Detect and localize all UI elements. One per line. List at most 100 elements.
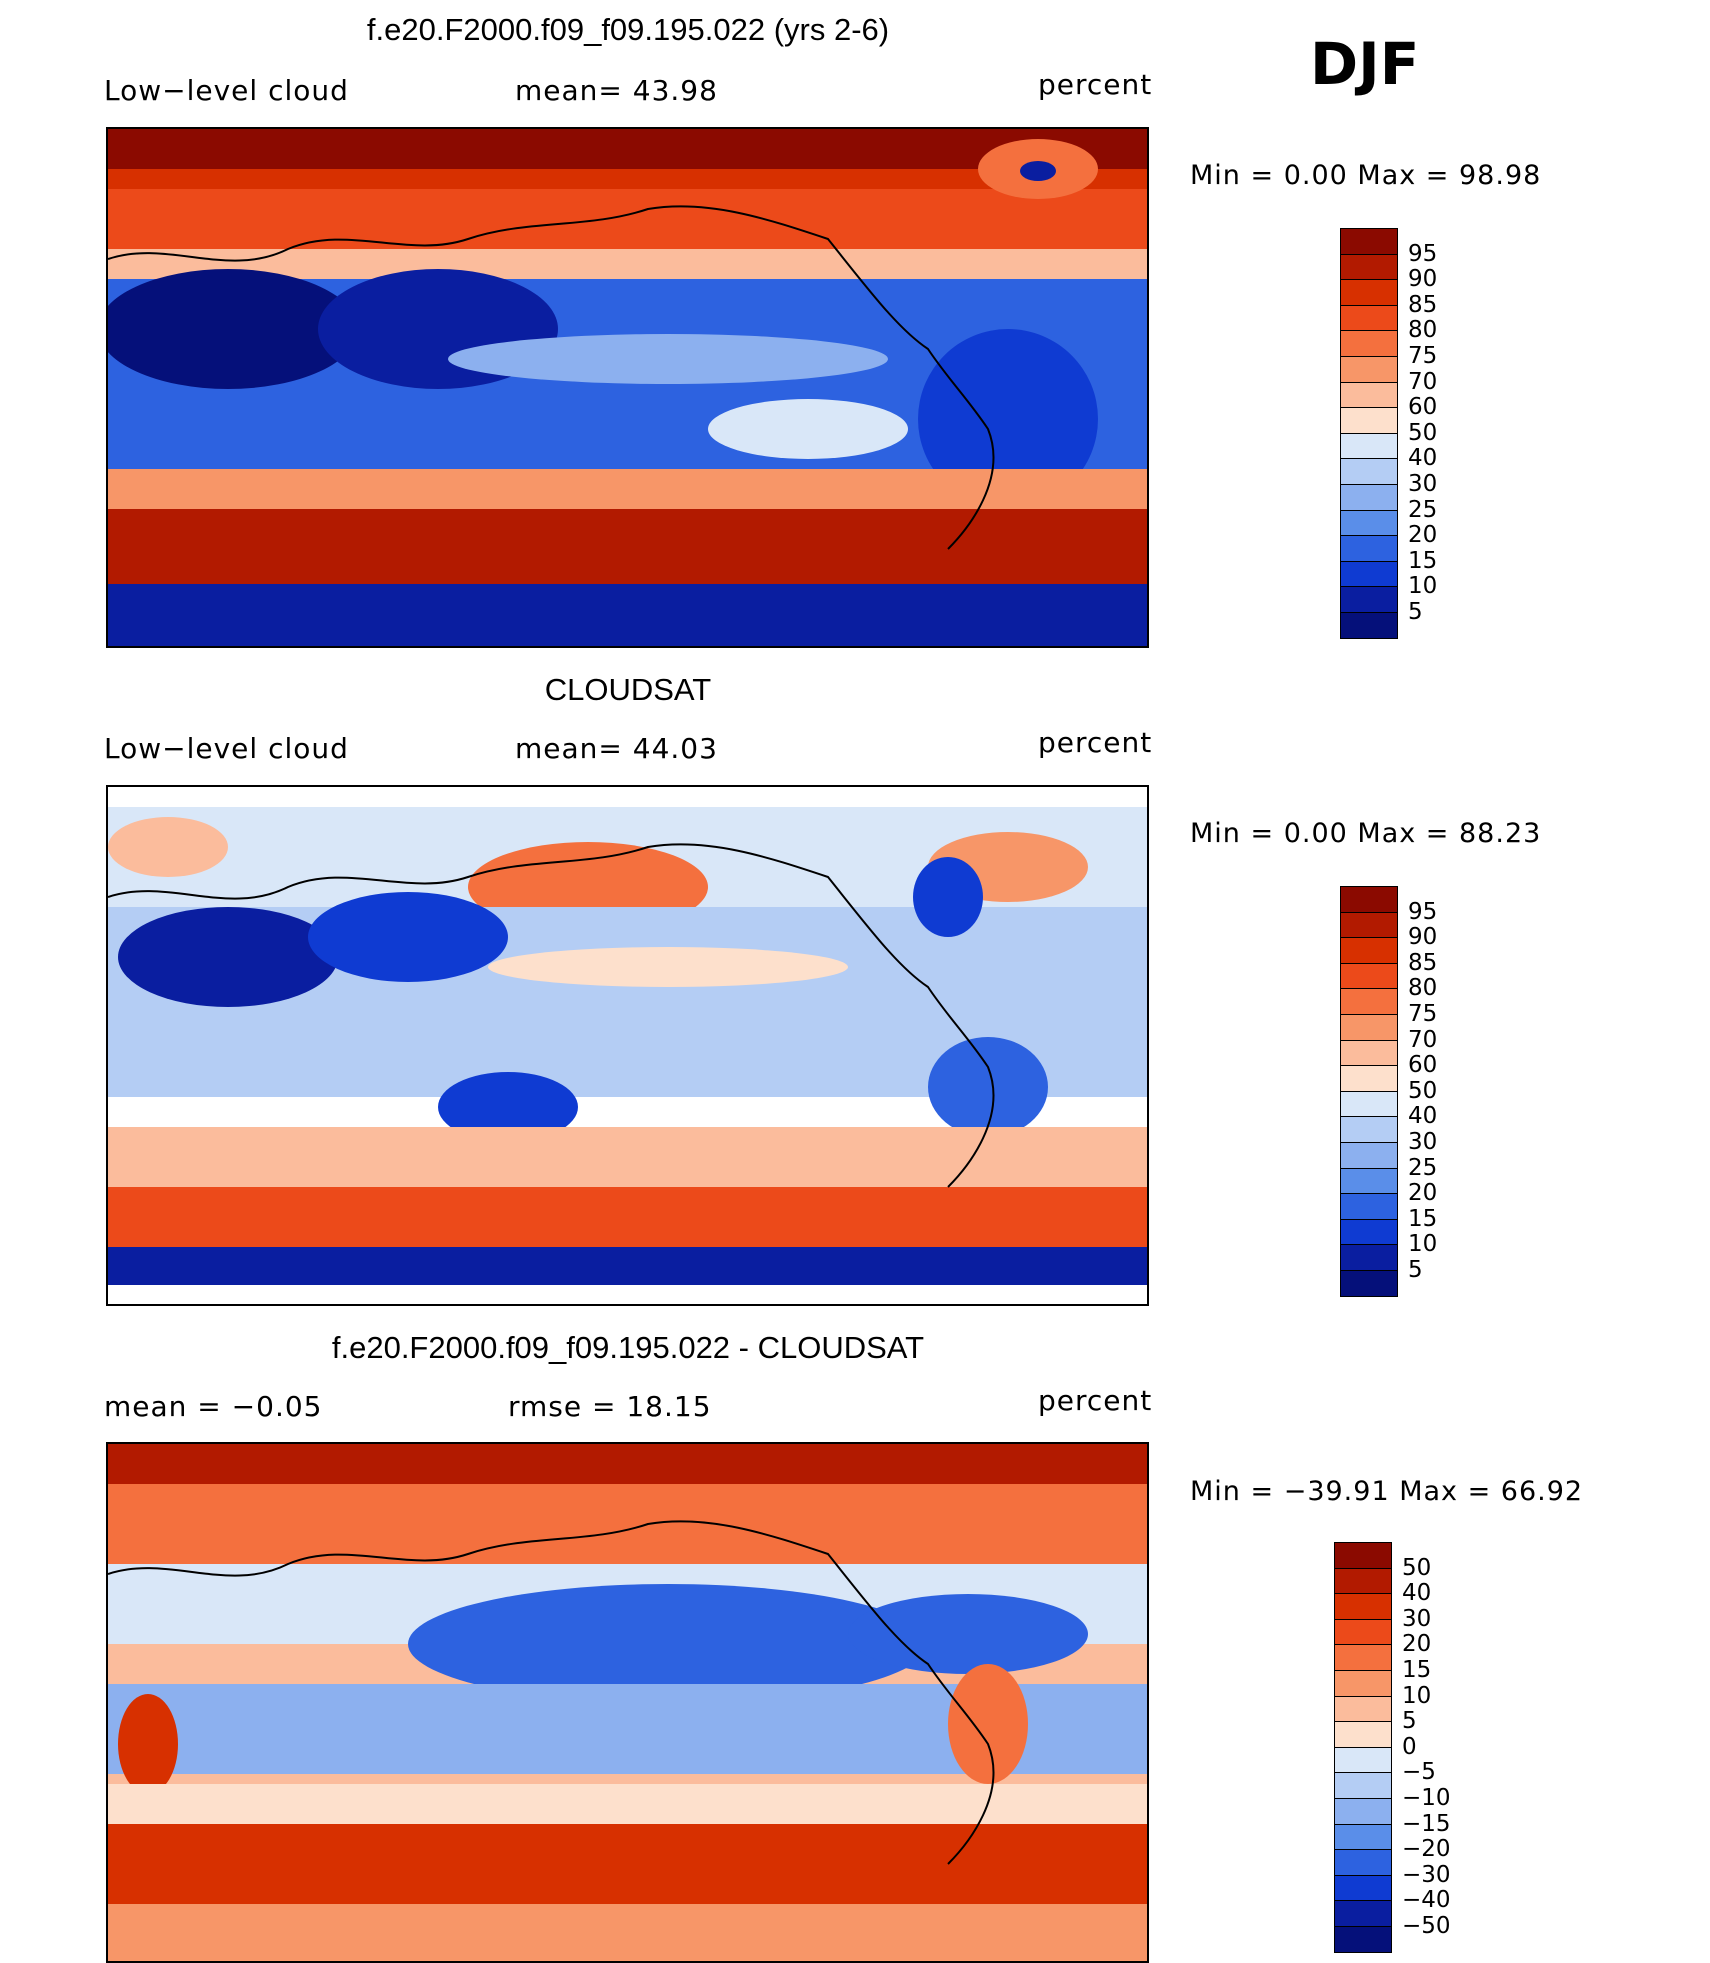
map1-greenland-core bbox=[1020, 161, 1056, 181]
colorbar-swatch bbox=[1340, 1193, 1398, 1221]
colorbar-swatch bbox=[1340, 1116, 1398, 1144]
colorbar-tick-label: 30 bbox=[1408, 471, 1438, 497]
colorbar-tick-label: 85 bbox=[1408, 949, 1438, 976]
colorbar-swatch bbox=[1334, 1721, 1392, 1749]
colorbar-swatch bbox=[1340, 484, 1398, 512]
map2-pacific-light bbox=[488, 947, 848, 987]
panel-3-rmse-label: rmse = 18.15 bbox=[508, 1390, 712, 1423]
colorbar-tick-label: −30 bbox=[1402, 1861, 1451, 1888]
colorbar-tick-label: 15 bbox=[1408, 1205, 1438, 1232]
map1-pacific-light bbox=[448, 334, 888, 384]
panel-3-map bbox=[106, 1442, 1149, 1963]
colorbar-tick-label: 30 bbox=[1408, 1129, 1438, 1155]
colorbar-tick-label: 10 bbox=[1408, 573, 1438, 600]
colorbar-swatch bbox=[1340, 458, 1398, 486]
panel-2-mean-label: mean= 44.03 bbox=[515, 732, 718, 765]
panel-1-mean-label: mean= 43.98 bbox=[515, 74, 718, 107]
colorbar-swatch bbox=[1334, 1695, 1392, 1723]
colorbar-swatch bbox=[1334, 1567, 1392, 1595]
colorbar-tick-label: 50 bbox=[1408, 419, 1438, 446]
panel-1-map bbox=[106, 127, 1149, 648]
colorbar-tick-label: 95 bbox=[1408, 240, 1438, 267]
colorbar-swatch bbox=[1340, 988, 1398, 1016]
colorbar-swatch bbox=[1340, 407, 1398, 435]
colorbar-swatch bbox=[1340, 1218, 1398, 1246]
colorbar-tick-label: 30 bbox=[1402, 1605, 1432, 1632]
panel-1-variable-label: Low−level cloud bbox=[104, 74, 349, 107]
map2-africa-dark bbox=[118, 907, 338, 1007]
map3-coastline bbox=[108, 1520, 995, 1865]
colorbar-swatch bbox=[1340, 586, 1398, 614]
colorbar-swatch bbox=[1334, 1618, 1392, 1646]
map3-subtropic-s bbox=[108, 1784, 1147, 1824]
map3-arctic-band bbox=[108, 1444, 1147, 1484]
map2-australia bbox=[438, 1072, 578, 1142]
colorbar-tick-label: 50 bbox=[1402, 1554, 1432, 1581]
map2-atlantic-n bbox=[108, 817, 228, 877]
colorbar-tick-label: 20 bbox=[1402, 1631, 1432, 1658]
colorbar-swatch bbox=[1334, 1874, 1392, 1902]
map2-asia-dark bbox=[308, 892, 508, 982]
map1-arctic-band bbox=[108, 129, 1147, 169]
colorbar-tick-label: 75 bbox=[1408, 1001, 1438, 1027]
colorbar-tick-label: 20 bbox=[1408, 1180, 1438, 1207]
panel-2-units-label: percent bbox=[1038, 726, 1153, 759]
colorbar-swatch bbox=[1340, 612, 1398, 640]
panel-1-title: f.e20.F2000.f09_f09.195.022 (yrs 2-6) bbox=[366, 12, 890, 47]
colorbar-swatch bbox=[1340, 535, 1398, 563]
colorbar-swatch bbox=[1334, 1644, 1392, 1672]
colorbar-tick-label: 50 bbox=[1408, 1077, 1438, 1104]
colorbar-tick-label: 85 bbox=[1408, 291, 1438, 318]
colorbar-tick-label: −10 bbox=[1402, 1785, 1451, 1811]
colorbar-tick-label: 70 bbox=[1408, 368, 1438, 395]
colorbar-tick-label: 25 bbox=[1408, 496, 1438, 523]
colorbar-tick-label: 10 bbox=[1402, 1682, 1432, 1709]
colorbar-swatch bbox=[1340, 1065, 1398, 1093]
colorbar-tick-label: 5 bbox=[1408, 599, 1423, 625]
map3-north-band bbox=[108, 1484, 1147, 1564]
panel-2-title: CLOUDSAT bbox=[544, 672, 712, 707]
map2-samerica bbox=[928, 1037, 1048, 1137]
colorbar-swatch bbox=[1340, 279, 1398, 307]
colorbar-swatch bbox=[1340, 228, 1398, 256]
panel-3-title: f.e20.F2000.f09_f09.195.022 - CLOUDSAT bbox=[331, 1330, 925, 1365]
colorbar-tick-label: −15 bbox=[1402, 1810, 1451, 1837]
colorbar-swatch bbox=[1334, 1746, 1392, 1774]
colorbar-tick-label: 40 bbox=[1408, 445, 1438, 472]
map3-antarctica bbox=[108, 1904, 1147, 1961]
colorbar-swatch bbox=[1340, 304, 1398, 332]
colorbar-tick-label: 80 bbox=[1408, 317, 1438, 344]
map1-north-band bbox=[108, 189, 1147, 249]
colorbar-swatch bbox=[1340, 356, 1398, 384]
colorbar-tick-label: 70 bbox=[1408, 1026, 1438, 1053]
panel-3-mean-label: mean = −0.05 bbox=[104, 1390, 323, 1423]
colorbar-tick-label: 5 bbox=[1408, 1257, 1423, 1283]
panel-3-minmax: Min = −39.91 Max = 66.92 bbox=[1190, 1476, 1584, 1507]
colorbar-tick-label: 60 bbox=[1408, 1052, 1438, 1079]
colorbar-tick-label: 60 bbox=[1408, 394, 1438, 421]
colorbar-swatch bbox=[1334, 1593, 1392, 1621]
colorbar-swatch bbox=[1340, 1270, 1398, 1298]
colorbar-swatch bbox=[1340, 1142, 1398, 1170]
colorbar-tick-label: 90 bbox=[1408, 266, 1438, 293]
panel-2-map bbox=[106, 785, 1149, 1306]
colorbar-swatch bbox=[1340, 432, 1398, 460]
colorbar-tick-label: 0 bbox=[1402, 1733, 1417, 1760]
colorbar-tick-label: −40 bbox=[1402, 1887, 1451, 1914]
colorbar-swatch bbox=[1340, 937, 1398, 965]
colorbar-tick-label: 25 bbox=[1408, 1154, 1438, 1181]
panel-3-units-label: percent bbox=[1038, 1384, 1153, 1417]
colorbar-tick-label: 40 bbox=[1402, 1580, 1432, 1607]
colorbar-tick-label: −20 bbox=[1402, 1836, 1451, 1863]
colorbar-swatch bbox=[1334, 1849, 1392, 1877]
map2-subtropic-s bbox=[108, 1127, 1147, 1187]
colorbar-swatch bbox=[1340, 560, 1398, 588]
colorbar-swatch bbox=[1334, 1670, 1392, 1698]
colorbar-swatch bbox=[1340, 1244, 1398, 1272]
map1-africa-dark bbox=[108, 269, 358, 389]
colorbar-tick-label: 10 bbox=[1408, 1231, 1438, 1258]
colorbar-swatch bbox=[1340, 911, 1398, 939]
colorbar-swatch bbox=[1340, 509, 1398, 537]
map3-pacific-blue bbox=[408, 1584, 928, 1704]
colorbar-swatch bbox=[1340, 1167, 1398, 1195]
